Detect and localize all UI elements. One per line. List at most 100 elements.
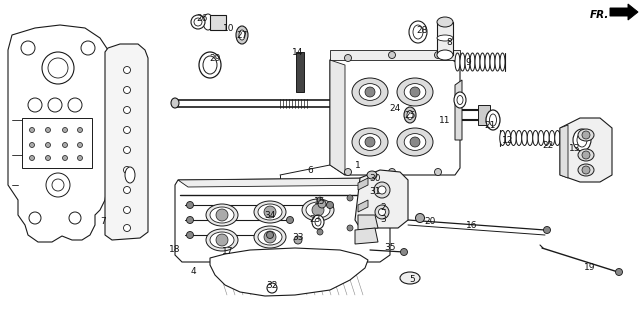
- Ellipse shape: [516, 131, 522, 146]
- Text: 2: 2: [380, 203, 386, 212]
- Ellipse shape: [254, 201, 286, 223]
- Text: 14: 14: [292, 47, 304, 57]
- Ellipse shape: [500, 131, 505, 146]
- Text: 34: 34: [264, 211, 276, 220]
- Ellipse shape: [475, 53, 480, 71]
- Polygon shape: [355, 228, 378, 244]
- Ellipse shape: [171, 98, 179, 108]
- Ellipse shape: [302, 199, 334, 221]
- Ellipse shape: [258, 204, 282, 220]
- Circle shape: [186, 217, 193, 223]
- Text: 26: 26: [196, 13, 208, 22]
- Ellipse shape: [254, 226, 286, 248]
- Ellipse shape: [315, 218, 321, 226]
- Circle shape: [29, 142, 35, 148]
- Circle shape: [312, 204, 324, 216]
- Ellipse shape: [239, 30, 245, 40]
- Circle shape: [410, 87, 420, 97]
- Circle shape: [63, 156, 67, 161]
- Ellipse shape: [460, 53, 465, 71]
- Ellipse shape: [203, 14, 213, 30]
- Circle shape: [582, 131, 590, 139]
- Ellipse shape: [455, 53, 460, 71]
- Ellipse shape: [203, 56, 217, 74]
- Ellipse shape: [470, 53, 475, 71]
- Text: 28: 28: [416, 26, 428, 35]
- Ellipse shape: [400, 272, 420, 284]
- Bar: [22, 118, 92, 168]
- Ellipse shape: [500, 53, 505, 71]
- Ellipse shape: [125, 167, 135, 183]
- Circle shape: [378, 186, 386, 194]
- Polygon shape: [330, 55, 460, 175]
- Ellipse shape: [578, 164, 594, 176]
- Ellipse shape: [532, 131, 538, 146]
- Text: 6: 6: [307, 165, 313, 174]
- Ellipse shape: [312, 215, 324, 229]
- Text: 29: 29: [209, 53, 221, 62]
- Circle shape: [63, 142, 67, 148]
- Circle shape: [48, 98, 62, 112]
- Circle shape: [378, 209, 385, 215]
- Circle shape: [410, 137, 420, 147]
- Ellipse shape: [409, 21, 427, 43]
- Circle shape: [124, 206, 131, 213]
- Ellipse shape: [306, 202, 330, 218]
- Circle shape: [48, 58, 68, 78]
- Circle shape: [124, 166, 131, 173]
- Ellipse shape: [490, 53, 495, 71]
- Polygon shape: [175, 178, 390, 262]
- Circle shape: [347, 195, 353, 201]
- Ellipse shape: [437, 35, 453, 41]
- Ellipse shape: [194, 18, 202, 26]
- Ellipse shape: [359, 84, 381, 100]
- Circle shape: [124, 86, 131, 93]
- Circle shape: [616, 268, 623, 276]
- Ellipse shape: [495, 53, 500, 71]
- Ellipse shape: [544, 131, 549, 146]
- Circle shape: [318, 200, 326, 208]
- Circle shape: [267, 283, 277, 293]
- Circle shape: [294, 236, 302, 244]
- Ellipse shape: [578, 149, 594, 161]
- Circle shape: [317, 197, 323, 203]
- Circle shape: [77, 142, 83, 148]
- Ellipse shape: [397, 128, 433, 156]
- Polygon shape: [105, 44, 148, 240]
- Ellipse shape: [538, 131, 544, 146]
- Circle shape: [401, 249, 408, 255]
- Ellipse shape: [352, 78, 388, 106]
- Text: FR.: FR.: [590, 10, 609, 20]
- Text: 18: 18: [169, 245, 180, 254]
- Circle shape: [415, 213, 424, 222]
- Text: 11: 11: [439, 116, 451, 124]
- Circle shape: [29, 127, 35, 132]
- Polygon shape: [610, 4, 638, 20]
- Circle shape: [77, 156, 83, 161]
- Ellipse shape: [359, 134, 381, 150]
- Circle shape: [63, 127, 67, 132]
- Circle shape: [28, 98, 42, 112]
- Circle shape: [264, 206, 276, 218]
- Circle shape: [124, 67, 131, 74]
- Circle shape: [388, 169, 396, 175]
- Text: 9: 9: [465, 58, 471, 67]
- Text: 19: 19: [584, 263, 596, 273]
- Ellipse shape: [210, 232, 234, 248]
- Ellipse shape: [413, 25, 423, 39]
- Ellipse shape: [549, 131, 555, 146]
- Text: 1: 1: [355, 161, 361, 170]
- Text: 15: 15: [314, 197, 326, 206]
- Polygon shape: [330, 60, 345, 175]
- Text: 21: 21: [484, 121, 496, 130]
- Bar: [296, 52, 304, 92]
- Circle shape: [543, 227, 550, 234]
- Circle shape: [435, 169, 442, 175]
- Ellipse shape: [486, 110, 500, 130]
- Circle shape: [69, 212, 81, 224]
- Circle shape: [216, 209, 228, 221]
- Circle shape: [42, 52, 74, 84]
- Circle shape: [124, 225, 131, 231]
- Text: 4: 4: [190, 268, 196, 276]
- Ellipse shape: [555, 131, 560, 146]
